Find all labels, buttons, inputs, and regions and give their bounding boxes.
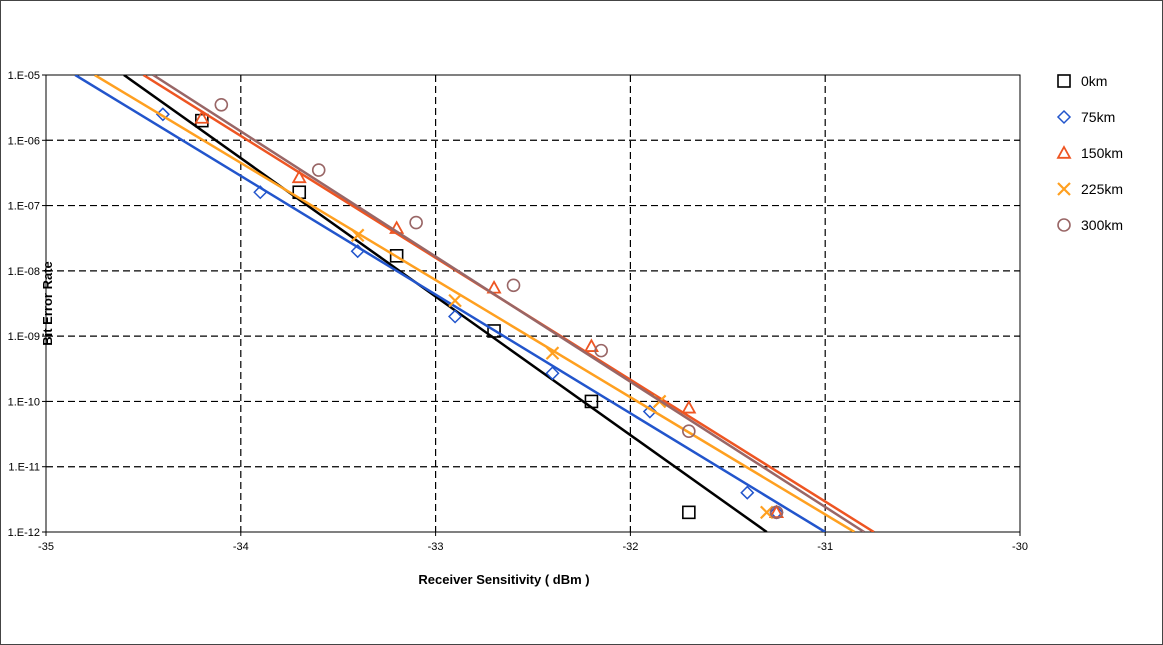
data-point-0km: [195, 113, 209, 128]
y-tick-label: 1.E-12: [8, 527, 40, 539]
fit-line-75km: [74, 75, 826, 532]
x-tick-label: -31: [817, 541, 833, 553]
data-point-150km: [389, 220, 405, 234]
x-tick-label: -35: [38, 541, 54, 553]
y-axis-label: Bit Error Rate: [40, 261, 55, 346]
data-point-0km: [389, 249, 404, 263]
gridlines: [46, 75, 1020, 532]
fit-line-0km: [123, 75, 768, 532]
data-point-0km: [584, 394, 599, 409]
legend-marker-150km: [1056, 145, 1072, 159]
data-point-300km: [594, 343, 608, 358]
legend-label-150km: 150km: [1081, 145, 1123, 161]
data-point-75km: [448, 309, 463, 324]
fit-line-225km: [94, 75, 856, 532]
data-point-75km: [350, 244, 365, 259]
data-point-150km: [291, 169, 307, 184]
data-point-300km: [311, 163, 326, 177]
data-point-0km: [487, 324, 501, 338]
series-layer: [74, 75, 875, 532]
y-tick-label: 1.E-11: [8, 462, 40, 474]
data-point-150km: [583, 338, 599, 352]
data-point-150km: [486, 279, 502, 294]
y-tick-label: 1.E-07: [8, 201, 40, 213]
y-tick-label: 1.E-08: [8, 266, 40, 278]
legend-label-300km: 300km: [1081, 217, 1123, 233]
plot-area: [45, 74, 1021, 533]
legend-marker-225km: [1057, 182, 1071, 196]
data-point-150km: [768, 504, 785, 519]
data-point-225km: [759, 505, 774, 520]
data-point-225km: [350, 228, 365, 243]
data-point-150km: [681, 399, 697, 414]
data-point-300km: [769, 505, 784, 520]
legend: 0km 75km 150km 225km 300km: [1056, 73, 1123, 233]
data-point-300km: [506, 278, 521, 293]
data-point-75km: [253, 185, 268, 200]
legend-label-0km: 0km: [1081, 73, 1107, 89]
y-tick-label: 1.E-10: [8, 396, 40, 408]
x-axis-label: Receiver Sensitivity ( dBm ): [418, 572, 589, 587]
legend-marker-75km: [1056, 109, 1072, 125]
series-300km: [152, 75, 865, 532]
data-point-150km: [194, 110, 210, 124]
data-point-75km: [740, 485, 755, 500]
fit-line-300km: [152, 75, 865, 532]
legend-marker-300km: [1057, 218, 1071, 232]
data-point-300km: [682, 424, 696, 438]
x-tick-label: -30: [1012, 541, 1028, 553]
series-0km: [123, 75, 768, 532]
data-point-75km: [545, 366, 560, 381]
data-point-0km: [682, 505, 696, 520]
data-point-225km: [448, 293, 462, 308]
data-point-225km: [545, 346, 560, 360]
legend-label-75km: 75km: [1081, 109, 1115, 125]
x-tick-label: -34: [233, 541, 249, 553]
legend-label-225km: 225km: [1081, 181, 1123, 197]
data-point-300km: [409, 215, 423, 230]
data-point-75km: [642, 404, 657, 419]
y-tick-label: 1.E-05: [8, 70, 40, 82]
y-tick-label: 1.E-06: [8, 135, 40, 147]
x-tick-label: -32: [622, 541, 638, 553]
legend-marker-0km: [1057, 74, 1071, 88]
x-tick-label: -33: [428, 541, 444, 553]
y-tick-label: 1.E-09: [8, 331, 40, 343]
data-point-300km: [214, 97, 229, 112]
